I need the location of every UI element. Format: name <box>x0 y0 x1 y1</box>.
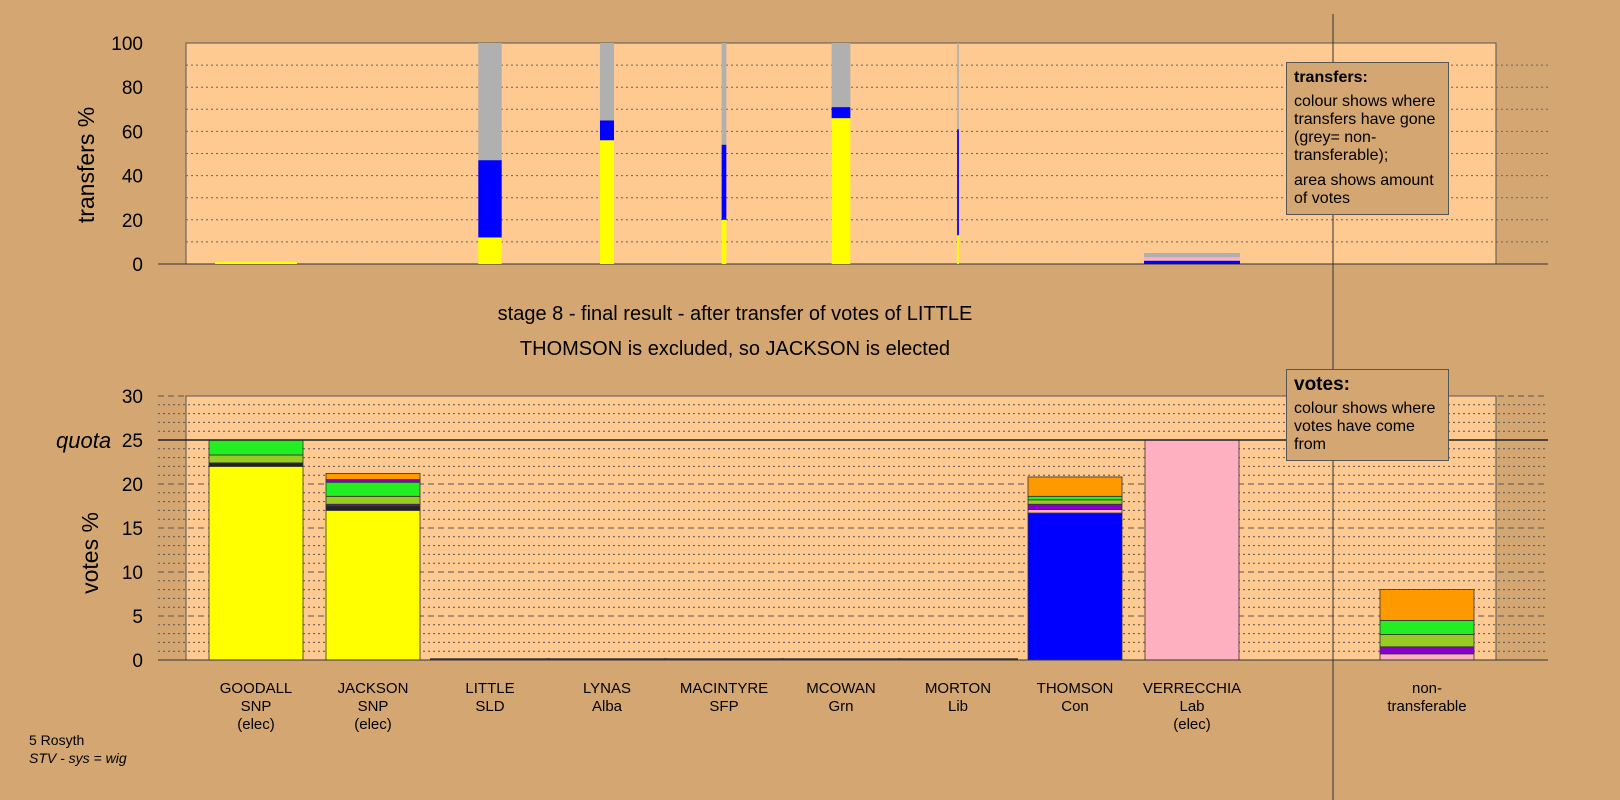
transfer-bar-segment <box>831 107 851 119</box>
system-label: STV - sys = wig <box>29 750 127 766</box>
transfer-bar-segment <box>478 237 502 264</box>
vote-bar-segment <box>208 454 304 464</box>
transfer-bar-segment <box>599 140 615 264</box>
transfers-tick-label: 20 <box>122 211 143 232</box>
votes-tick-label: 5 <box>132 607 143 628</box>
vote-bar-segment <box>325 505 421 511</box>
transfer-bar-segment <box>957 43 959 130</box>
votes-tick-label: 0 <box>132 651 143 672</box>
vote-bar-segment <box>208 465 304 661</box>
vote-bar-segment <box>325 481 421 497</box>
category-label: Alba <box>592 698 623 715</box>
vote-bar-segment <box>208 439 304 456</box>
transfer-bar-segment <box>478 160 502 238</box>
transfer-bar-segment <box>721 219 727 264</box>
category-label: MORTON <box>925 680 991 697</box>
transfer-bar-segment <box>957 129 959 236</box>
vote-bar-segment <box>1027 503 1123 510</box>
transfers-tick-label: 100 <box>111 34 143 55</box>
votes-legend-heading: votes: <box>1294 374 1350 395</box>
vote-bar-segment <box>1027 512 1123 661</box>
votes-tick-label: 10 <box>122 563 143 584</box>
category-label: LITTLE <box>465 680 514 697</box>
category-label: LYNAS <box>583 680 631 697</box>
transfer-bar-segment <box>831 43 851 108</box>
vote-bar-segment <box>1027 476 1123 497</box>
category-label: SLD <box>475 698 504 715</box>
transfer-bar-segment <box>721 144 727 220</box>
vote-bar-segment <box>325 473 421 481</box>
transfer-bar-segment <box>1144 260 1240 264</box>
category-label: SFP <box>709 698 738 715</box>
chart-subtitle: THOMSON is excluded, so JACKSON is elect… <box>519 338 951 360</box>
transfer-bar-segment <box>721 43 727 145</box>
transfers-legend-heading: transfers: <box>1294 69 1368 86</box>
transfers-legend: transfers: colour shows where transfers … <box>1286 62 1449 215</box>
vote-bar-segment <box>208 462 304 467</box>
vote-bar-segment <box>325 495 421 505</box>
votes-tick-label: 25 <box>122 431 143 452</box>
vote-bar-segment <box>1027 495 1123 501</box>
transfer-bar-segment <box>599 43 615 121</box>
transfers-tick-label: 0 <box>132 255 143 276</box>
category-label: (elec) <box>1173 716 1211 733</box>
votes-tick-label: 20 <box>122 475 143 496</box>
transfer-bar-segment <box>1144 252 1240 258</box>
transfers-axis-label: transfers % <box>73 107 99 223</box>
ward-label: 5 Rosyth <box>29 732 85 748</box>
category-label: (elec) <box>237 716 275 733</box>
category-label: GOODALL <box>220 680 293 697</box>
vote-bar-segment <box>1379 634 1475 648</box>
category-label: VERRECCHIA <box>1143 680 1241 697</box>
category-label: MACINTYRE <box>680 680 768 697</box>
category-label: transferable <box>1387 698 1466 715</box>
transfer-bar-segment <box>831 118 851 264</box>
category-label: Grn <box>828 698 853 715</box>
vote-bar-segment <box>1027 499 1123 505</box>
category-label: Con <box>1061 698 1089 715</box>
transfer-bar-segment <box>478 43 502 161</box>
transfer-bar-segment <box>215 261 297 264</box>
transfer-bar-segment <box>599 120 615 141</box>
transfer-bar-segment <box>1144 257 1240 261</box>
transfers-tick-label: 80 <box>122 78 143 99</box>
vote-bar-segment <box>1379 653 1475 661</box>
category-label: non- <box>1412 680 1442 697</box>
votes-legend: votes: colour shows where votes have com… <box>1286 369 1449 461</box>
transfers-tick-label: 60 <box>122 122 143 143</box>
vote-bar-segment <box>1379 620 1475 635</box>
category-label: SNP <box>241 698 272 715</box>
category-label: MCOWAN <box>806 680 875 697</box>
category-label: Lab <box>1179 698 1204 715</box>
vote-bar-segment <box>1027 509 1123 514</box>
vote-bar-segment <box>1379 646 1475 655</box>
category-label: Lib <box>948 698 968 715</box>
vote-bar-segment <box>1379 589 1475 621</box>
transfers-tick-label: 40 <box>122 167 143 188</box>
category-label: THOMSON <box>1037 680 1114 697</box>
category-label: SNP <box>358 698 389 715</box>
category-label: JACKSON <box>338 680 409 697</box>
transfers-legend-text2: area shows amount of votes <box>1294 172 1434 207</box>
chart-title: stage 8 - final result - after transfer … <box>497 303 973 325</box>
transfers-legend-text1: colour shows where transfers have gone (… <box>1294 93 1436 164</box>
votes-tick-label: 30 <box>122 387 143 408</box>
transfer-bar-segment <box>957 235 959 264</box>
quota-label: quota <box>56 428 111 453</box>
vote-bar-segment <box>1144 439 1240 661</box>
votes-axis-label: votes % <box>77 512 103 594</box>
votes-tick-label: 15 <box>122 519 143 540</box>
vote-bar-segment <box>325 509 421 661</box>
votes-legend-text1: colour shows where votes have come from <box>1294 400 1436 453</box>
category-label: (elec) <box>354 716 392 733</box>
